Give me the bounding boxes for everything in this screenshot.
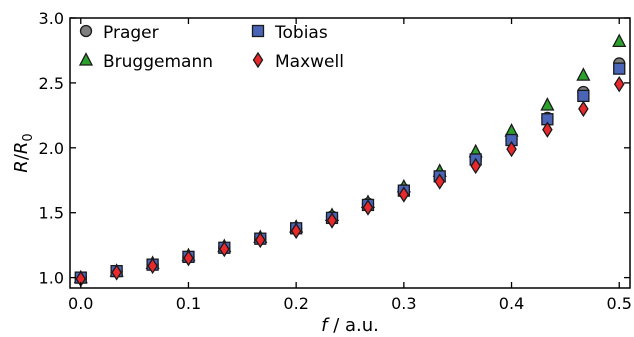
y-axis-label-sep: / (11, 153, 32, 160)
legend-item-bruggemann: Bruggemann (78, 52, 213, 72)
y-axis-label-sub-var: R (11, 142, 32, 155)
legend-label: Maxwell (275, 52, 344, 72)
point-maxwell (613, 75, 625, 93)
point-tobias (577, 89, 590, 103)
legend-marker-bruggemann (78, 52, 94, 66)
y-axis-label-var: R (11, 160, 32, 173)
legend: Prager Bruggemann Tobias Maxwell (78, 23, 344, 72)
series-maxwell (75, 75, 625, 288)
plot-frame (69, 17, 631, 289)
x-tick-label: 0.2 (283, 294, 308, 313)
legend-marker-tobias (251, 24, 265, 38)
x-axis-label-var: f (321, 315, 330, 336)
series-prager (74, 57, 626, 284)
legend-label: Prager (103, 23, 159, 43)
y-tick-label: 2.0 (39, 139, 64, 158)
point-bruggemann (612, 33, 627, 48)
point-maxwell (398, 186, 410, 203)
point-maxwell (183, 249, 194, 267)
point-maxwell (255, 231, 266, 249)
y-tick-label: 3.0 (39, 9, 64, 28)
y-axis-label-sub: 0 (21, 133, 36, 141)
x-tick-label: 0.1 (176, 294, 201, 313)
x-tick-label: 0.3 (391, 294, 416, 313)
legend-item-tobias: Tobias (251, 23, 328, 43)
series-bruggemann (73, 33, 627, 284)
plot-marks (73, 33, 627, 288)
point-maxwell (111, 264, 122, 281)
legend-item-prager: Prager (79, 23, 159, 43)
point-maxwell (290, 222, 302, 240)
point-maxwell (326, 212, 338, 229)
x-axis-label-unit: / a.u. (327, 315, 378, 336)
point-bruggemann (576, 67, 591, 81)
point-tobias (613, 62, 626, 75)
series-tobias (74, 62, 626, 284)
point-maxwell (542, 121, 553, 138)
point-bruggemann (540, 97, 555, 111)
point-maxwell (470, 157, 481, 175)
x-axis-label: f / a.u. (321, 315, 379, 336)
x-tick-label: 0.5 (607, 294, 632, 313)
x-tick-label: 0.4 (499, 294, 524, 313)
y-tick-label: 1.0 (39, 269, 64, 288)
y-tick-label: 2.5 (39, 74, 64, 93)
point-maxwell (434, 173, 445, 190)
legend-marker-prager (79, 24, 93, 38)
legend-label: Tobias (274, 23, 328, 43)
point-maxwell (219, 240, 230, 258)
point-maxwell (147, 257, 158, 275)
legend-marker-maxwell (252, 51, 264, 69)
point-maxwell (362, 199, 374, 216)
legend-label: Bruggemann (103, 52, 213, 72)
x-tick-label: 0.0 (68, 294, 93, 313)
point-maxwell (506, 140, 517, 158)
legend-item-maxwell: Maxwell (252, 51, 344, 72)
axes: 0.0 0.1 0.2 0.3 0.4 0.5 1.0 1.5 2.0 2.5 3.0 (39, 9, 632, 313)
y-tick-label: 1.5 (39, 204, 64, 223)
point-maxwell (578, 100, 589, 118)
y-axis-label: R/R0 (11, 133, 36, 172)
